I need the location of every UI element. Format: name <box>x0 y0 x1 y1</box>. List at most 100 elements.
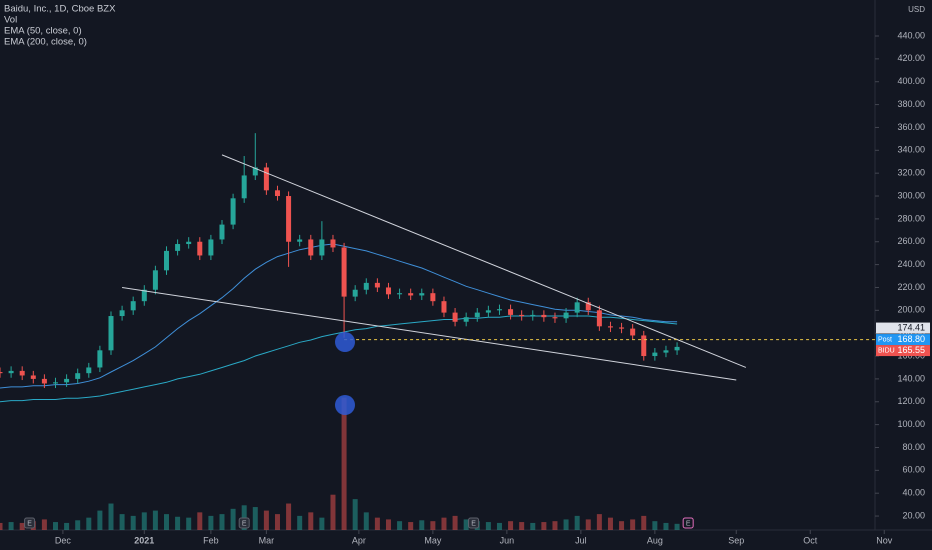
y-tick-label: 60.00 <box>902 465 925 475</box>
volume-bar <box>496 522 502 530</box>
candle-body <box>252 167 258 176</box>
y-tick-label: 340.00 <box>897 145 925 155</box>
y-tick-label: 140.00 <box>897 373 925 383</box>
volume-bar <box>341 397 347 530</box>
candle-body <box>419 293 425 296</box>
y-tick-label: 220.00 <box>897 282 925 292</box>
highlight-circle <box>335 332 355 352</box>
volume-bar <box>252 507 258 530</box>
volume-bar <box>519 522 525 530</box>
candle-body <box>208 239 214 256</box>
legend-volume: Vol <box>4 15 17 26</box>
volume-bar <box>319 517 325 530</box>
y-tick-label: 80.00 <box>902 442 925 452</box>
event-label: E <box>686 520 691 527</box>
candle-body <box>75 373 81 379</box>
candle-body <box>341 247 347 297</box>
volume-bar <box>585 519 591 530</box>
x-tick-label: Oct <box>803 535 818 545</box>
volume-bar <box>8 522 14 530</box>
candle-body <box>652 352 658 357</box>
currency: USD <box>908 5 925 14</box>
volume-bar <box>64 522 70 530</box>
candle-body <box>363 282 369 290</box>
y-tick-label: 280.00 <box>897 213 925 223</box>
y-tick-label: 400.00 <box>897 76 925 86</box>
event-label: E <box>27 520 32 527</box>
volume-bar <box>419 520 425 530</box>
candle-body <box>596 310 602 327</box>
legend-ema50: EMA (50, close, 0) <box>4 26 82 37</box>
volume-bar <box>297 515 303 530</box>
candle-body <box>530 314 536 317</box>
event-box <box>238 517 250 529</box>
volume-bar <box>630 519 636 530</box>
x-tick-label: Sep <box>728 535 744 545</box>
x-tick-label: Mar <box>259 535 275 545</box>
candle-body <box>86 367 92 374</box>
candle-body <box>52 382 58 384</box>
candle-body <box>563 312 569 319</box>
price-label-value: 168.80 <box>897 334 925 344</box>
ema-line <box>0 243 678 389</box>
volume-bar <box>397 521 403 530</box>
y-tick-label: 300.00 <box>897 190 925 200</box>
x-tick-label: Feb <box>203 535 219 545</box>
candle-body <box>8 370 14 374</box>
volume-bar <box>508 521 514 530</box>
legend-ema200: EMA (200, close, 0) <box>4 37 87 48</box>
candle-body <box>352 289 358 297</box>
price-label-name: Post <box>878 336 892 343</box>
volume-bar <box>208 515 214 530</box>
candle-body <box>64 378 70 383</box>
volume-bar <box>430 521 436 530</box>
price-label-name: BIDU <box>878 347 895 354</box>
volume-bar <box>330 494 336 530</box>
x-tick-label: May <box>424 535 442 545</box>
volume-bar <box>541 522 547 530</box>
volume-bar <box>363 512 369 530</box>
candle-body <box>463 317 469 322</box>
candle-body <box>585 302 591 311</box>
price-label-box <box>876 345 930 357</box>
candle-body <box>219 224 225 240</box>
price-label-value: 165.55 <box>897 345 925 355</box>
axis-labels: 20.00 40.00 60.00 80.00 100.00 120.00 140.00 16… <box>55 30 930 545</box>
price-line-label: 174.41 <box>897 322 925 332</box>
volume-bar <box>108 503 114 530</box>
volume-bar <box>86 517 92 530</box>
candle-body <box>385 287 391 295</box>
candle-body <box>308 239 314 256</box>
event-box <box>682 517 694 529</box>
volume-bar <box>463 519 469 530</box>
volume-bar <box>385 519 391 530</box>
candle-body <box>263 167 269 191</box>
candle-body <box>41 378 47 384</box>
candle-body <box>441 301 447 313</box>
volume-bar <box>452 515 458 530</box>
candle-body <box>197 241 203 256</box>
candle-body <box>496 309 502 311</box>
x-tick-label: Apr <box>352 535 366 545</box>
volume-bar <box>674 523 680 530</box>
volume-bar <box>374 517 380 530</box>
y-tick-label: 20.00 <box>902 510 925 520</box>
candle-body <box>230 198 236 225</box>
trendline <box>122 286 737 381</box>
candle-body <box>552 317 558 319</box>
candle-body <box>186 241 192 245</box>
x-tick-label: Dec <box>55 535 72 545</box>
event-box <box>468 517 480 529</box>
y-tick-label: 360.00 <box>897 122 925 132</box>
candle-body <box>97 350 103 368</box>
candle-body <box>0 372 3 374</box>
candle-body <box>397 293 403 295</box>
volume-bar <box>197 512 203 530</box>
y-tick-label: 120.00 <box>897 396 925 406</box>
volume-bar <box>552 521 558 530</box>
candle-body <box>541 314 547 318</box>
x-tick-label: 2021 <box>134 535 154 545</box>
volume-bar <box>141 512 147 530</box>
volume-bar <box>230 508 236 530</box>
